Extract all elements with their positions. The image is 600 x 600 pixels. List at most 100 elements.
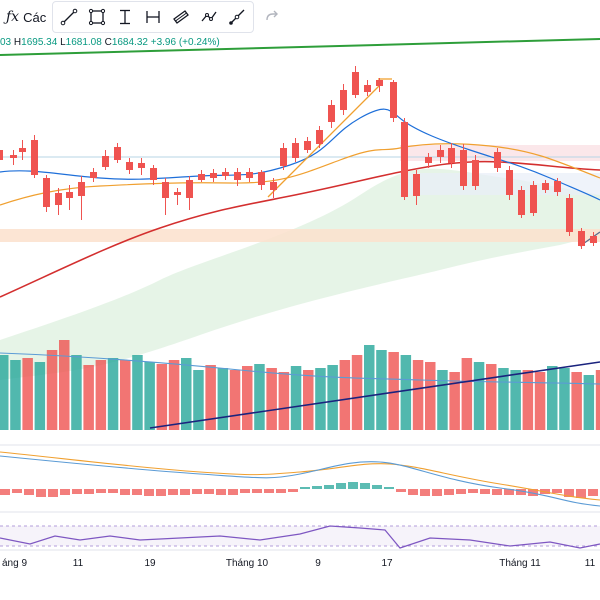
high-value: 1695.34 [21, 37, 58, 48]
macd-histogram-bar [336, 483, 346, 489]
macd-histogram-bar [132, 489, 142, 495]
x-axis-label: 11 [585, 558, 596, 569]
volume-bar [425, 362, 436, 430]
low-value: 1681.08 [65, 37, 102, 48]
candle-body [376, 80, 383, 86]
candle [186, 176, 193, 210]
macd-histogram-bar [324, 485, 334, 489]
candle-body [518, 190, 525, 215]
volume-bar [473, 362, 485, 430]
x-axis-label: 11 [73, 558, 84, 569]
candle [126, 158, 133, 174]
candle-body [590, 236, 597, 243]
candle [542, 180, 549, 193]
candle [292, 138, 299, 162]
volume-bar [303, 370, 314, 430]
candle [554, 178, 561, 196]
candle [258, 170, 265, 190]
macd-signal-line [0, 451, 600, 501]
macd-histogram-bar [300, 487, 310, 489]
macd-histogram-bar [480, 489, 490, 494]
candle-body [126, 162, 133, 170]
volume-bar [120, 360, 131, 430]
indicators-button[interactable]: ƒx Các [0, 2, 52, 32]
candle [340, 84, 347, 115]
volume-bar [71, 355, 82, 430]
candle [246, 168, 253, 182]
candle [174, 188, 181, 205]
macd-histogram-bar [396, 489, 406, 492]
volume-bar [83, 365, 94, 430]
volume-bar [0, 355, 9, 430]
candle-body [352, 72, 359, 95]
macd-histogram-bar [576, 489, 586, 498]
date-range-tool-icon[interactable] [139, 3, 167, 31]
rectangle-tool-icon[interactable] [83, 3, 111, 31]
macd-histogram-bar [492, 489, 502, 495]
macd-histogram-bar [192, 489, 202, 494]
candle [590, 232, 597, 246]
volume-bar [193, 370, 204, 430]
candle [390, 80, 397, 122]
candle [530, 181, 537, 216]
macd-histogram-bar [456, 489, 466, 494]
macd-histogram-bar [216, 489, 226, 495]
ray-tool-icon[interactable] [223, 3, 251, 31]
candle-body [472, 160, 479, 186]
volume-bar [351, 355, 363, 430]
candle [78, 176, 85, 220]
drawing-toolbar: ƒx Các [0, 0, 287, 34]
redo-arrow-icon[interactable] [258, 3, 286, 31]
candle [364, 80, 371, 96]
candle-body [55, 193, 62, 205]
candle [102, 150, 109, 170]
volume-bar [22, 358, 33, 430]
drawing-tools-group [52, 1, 255, 33]
candle [352, 66, 359, 98]
candle-body [114, 147, 121, 160]
macd-histogram-bar [264, 489, 274, 493]
parallel-channel-tool-icon[interactable] [167, 3, 195, 31]
trend-line-tool-icon[interactable] [55, 3, 83, 31]
x-axis-label: 17 [381, 558, 393, 569]
macd-histogram-bar [372, 485, 382, 489]
volume-bar [412, 360, 424, 430]
candle-body [292, 143, 299, 158]
candle-body [19, 148, 26, 152]
candle-body [31, 140, 38, 175]
candle [0, 150, 3, 160]
candle [437, 145, 444, 163]
volume-bar [217, 368, 229, 430]
candle [328, 100, 335, 128]
macd-histogram-bar [588, 489, 598, 496]
macd-histogram-bar [420, 489, 430, 496]
candle [43, 175, 50, 212]
obv-line [149, 361, 600, 429]
macd-histogram-bar [444, 489, 454, 495]
macd-histogram-bar [144, 489, 154, 496]
volume-ma-line [0, 352, 600, 385]
macd-histogram-bar [252, 489, 262, 493]
volume-bar [205, 365, 216, 430]
ohlc-legend: 03 H1695.34 L1681.08 C1684.32 +3.96 (+0.… [0, 37, 220, 48]
x-axis-label: Tháng 10 [226, 558, 269, 569]
volume-bar [339, 360, 351, 430]
candle [518, 186, 525, 218]
volume-bar [242, 366, 253, 430]
volume-bar [290, 366, 302, 430]
volume-bar [595, 370, 600, 430]
macd-histogram-bar [516, 489, 526, 495]
volume-bar [156, 364, 168, 430]
volume-bar [34, 362, 46, 430]
candle [66, 185, 73, 210]
price-range-tool-icon[interactable] [111, 3, 139, 31]
path-tool-icon[interactable] [195, 3, 223, 31]
candle-body [66, 192, 73, 198]
candle [413, 170, 420, 205]
macd-histogram-bar [228, 489, 238, 495]
macd-histogram-bar [360, 483, 370, 489]
candle-body [150, 168, 157, 180]
candle-body [174, 192, 181, 195]
ma-blue-line [0, 108, 600, 201]
